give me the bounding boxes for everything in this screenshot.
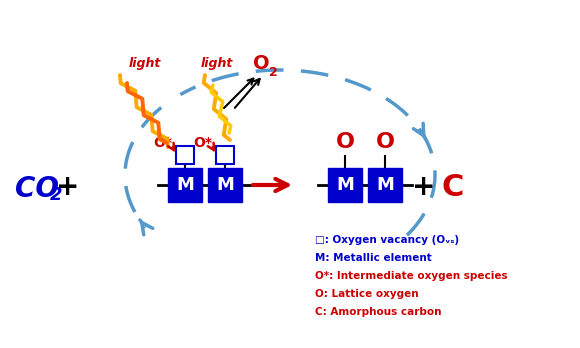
Text: 2: 2 — [50, 186, 63, 204]
Text: M: M — [216, 176, 234, 194]
FancyBboxPatch shape — [368, 168, 402, 202]
FancyBboxPatch shape — [207, 167, 243, 203]
FancyBboxPatch shape — [208, 168, 242, 202]
Text: 2: 2 — [269, 66, 278, 79]
Text: O: Lattice oxygen: O: Lattice oxygen — [315, 289, 419, 299]
Text: light: light — [201, 57, 233, 70]
Text: light: light — [129, 57, 161, 70]
FancyBboxPatch shape — [167, 167, 203, 203]
Text: M: M — [336, 176, 354, 194]
Text: +: + — [56, 173, 79, 201]
Text: O*: O* — [154, 136, 172, 150]
Text: □: Oxygen vacancy (Oᵥₛ): □: Oxygen vacancy (Oᵥₛ) — [315, 235, 459, 245]
Text: CO: CO — [15, 175, 59, 203]
Text: +: + — [412, 173, 436, 201]
Text: C: Amorphous carbon: C: Amorphous carbon — [315, 307, 441, 317]
Text: O: O — [335, 132, 354, 152]
Text: M: M — [176, 176, 194, 194]
FancyBboxPatch shape — [168, 168, 202, 202]
FancyBboxPatch shape — [176, 146, 194, 164]
Text: O: O — [375, 132, 394, 152]
Text: M: M — [376, 176, 394, 194]
FancyBboxPatch shape — [367, 167, 403, 203]
Text: M: Metallic element: M: Metallic element — [315, 253, 432, 263]
Text: O: O — [253, 54, 270, 73]
Text: O*: Intermediate oxygen species: O*: Intermediate oxygen species — [315, 271, 508, 281]
FancyBboxPatch shape — [216, 146, 234, 164]
Text: O*: O* — [194, 136, 212, 150]
Text: C: C — [442, 173, 464, 201]
FancyBboxPatch shape — [327, 167, 363, 203]
FancyBboxPatch shape — [328, 168, 362, 202]
